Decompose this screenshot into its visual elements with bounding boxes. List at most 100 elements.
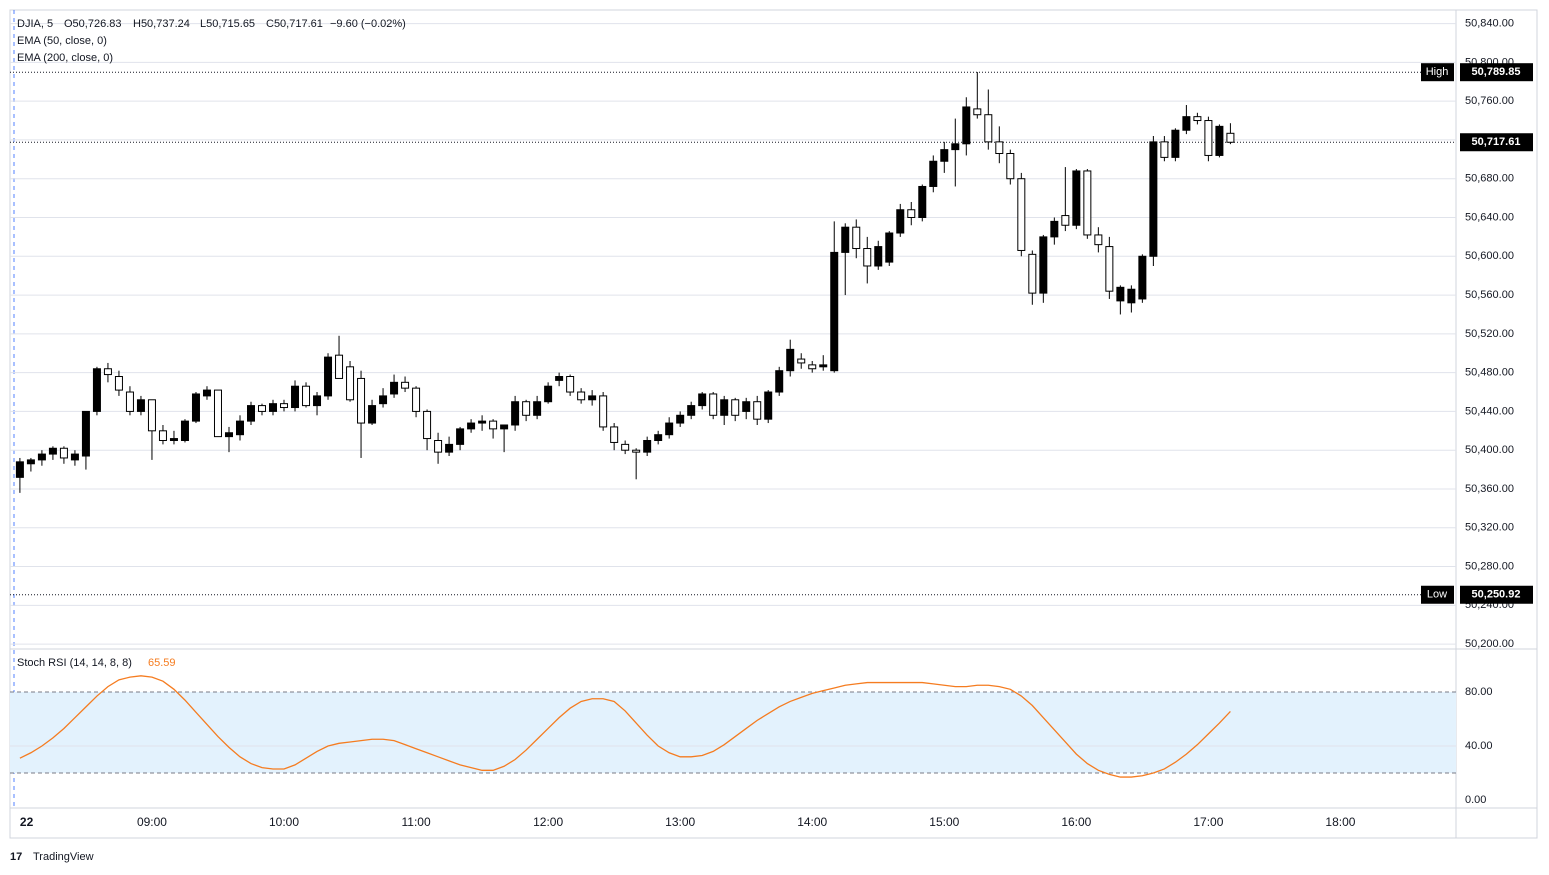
- candle-body: [478, 420, 487, 424]
- candle-body: [709, 393, 718, 416]
- candle-body: [1171, 129, 1180, 158]
- candle-body: [269, 403, 278, 412]
- y-tick-label: 50,520.00: [1465, 328, 1514, 340]
- candle-body: [533, 401, 542, 416]
- last-price-label: 50,717.61: [1472, 136, 1521, 148]
- candle-body: [863, 248, 872, 267]
- y-tick-label: 50,600.00: [1465, 250, 1514, 262]
- candle-body: [114, 376, 123, 391]
- x-tick-label: 16:00: [1061, 815, 1091, 829]
- extreme-value: 50,789.85: [1472, 66, 1521, 78]
- candle-body: [26, 459, 35, 465]
- x-tick-label: 14:00: [797, 815, 827, 829]
- candle-body: [48, 447, 57, 455]
- candle-body: [324, 356, 333, 397]
- quote-change: −9.60 (−0.02%): [330, 18, 406, 30]
- stoch-rsi-line: [19, 675, 1231, 778]
- candle-body: [313, 395, 322, 407]
- extreme-value-badge: [1460, 63, 1533, 82]
- frame: [9, 9, 1538, 839]
- candle-body: [235, 420, 244, 436]
- candle-body: [1039, 236, 1048, 294]
- candle-body: [1061, 215, 1070, 226]
- x-tick-label: 12:00: [533, 815, 563, 829]
- candle-body: [103, 368, 112, 376]
- y-tick-label: 50,840.00: [1465, 17, 1514, 29]
- candle-body: [742, 401, 751, 412]
- brand-logo: 17: [10, 851, 22, 863]
- candle-body: [434, 440, 443, 453]
- candle-body: [962, 106, 971, 145]
- y-tick-label: 50,760.00: [1465, 95, 1514, 107]
- candle-body: [1105, 246, 1114, 292]
- candle-body: [202, 389, 211, 397]
- candle-body: [1116, 286, 1125, 302]
- candle-body: [621, 443, 630, 451]
- candle-body: [1094, 234, 1103, 246]
- extreme-name: Low: [1427, 589, 1447, 601]
- extreme-name-badge: [1421, 63, 1454, 82]
- candle-body: [136, 399, 145, 412]
- candle-body: [929, 160, 938, 187]
- brand: TradingView: [33, 851, 94, 863]
- y-tick-label: 40.00: [1465, 740, 1493, 752]
- candle-body: [951, 143, 960, 151]
- candle-body: [720, 399, 729, 416]
- indicator-ema200: EMA (200, close, 0): [17, 52, 113, 64]
- y-tick-label: 50,320.00: [1465, 522, 1514, 534]
- candle-body: [819, 364, 828, 368]
- y-tick-label: 50,680.00: [1465, 173, 1514, 185]
- candle-body: [1138, 255, 1147, 300]
- candle-body: [346, 366, 355, 401]
- candle-body: [907, 209, 916, 218]
- quote-close: C50,717.61: [266, 18, 323, 30]
- y-tick-label: 50,800.00: [1465, 56, 1514, 68]
- quote-high: H50,737.24: [133, 18, 190, 30]
- candle-body: [775, 370, 784, 393]
- stoch-last: 65.59: [148, 657, 176, 669]
- candle-body: [599, 395, 608, 428]
- candle-body: [37, 453, 46, 461]
- candle-body: [335, 354, 344, 379]
- candle-body: [368, 405, 377, 424]
- x-tick-label: 11:00: [401, 815, 430, 829]
- candle-body: [632, 449, 641, 453]
- extreme-value-badge: [1460, 585, 1533, 604]
- y-tick-label: 50,360.00: [1465, 483, 1514, 495]
- x-tick-label: 10:00: [269, 815, 299, 829]
- candle-body: [753, 401, 762, 420]
- candle-body: [896, 209, 905, 234]
- candle-body: [92, 368, 101, 412]
- extreme-name: High: [1426, 66, 1449, 78]
- candle-body: [995, 141, 1004, 155]
- candle-body: [522, 401, 531, 416]
- candle-body: [180, 420, 189, 442]
- y-tick-label: 50,480.00: [1465, 367, 1514, 379]
- candle-body: [918, 185, 927, 218]
- candle-body: [1182, 116, 1191, 131]
- candle-body: [1127, 288, 1136, 304]
- y-tick-label: 50,640.00: [1465, 211, 1514, 223]
- candle-body: [258, 405, 267, 412]
- candle-body: [577, 391, 586, 401]
- candle-body: [687, 405, 696, 416]
- candle-body: [291, 385, 300, 409]
- candle-body: [1006, 153, 1015, 180]
- extreme-name-badge: [1421, 585, 1454, 604]
- x-tick-label: 15:00: [929, 815, 959, 829]
- candle-body: [852, 226, 861, 250]
- x-tick-label: 13:00: [665, 815, 695, 829]
- candle-body: [698, 393, 707, 407]
- candle-body: [731, 399, 740, 416]
- candle-body: [81, 410, 90, 457]
- candle-body: [1149, 141, 1158, 257]
- candle-body: [500, 424, 509, 430]
- candle-body: [125, 391, 134, 412]
- candle-body: [830, 251, 839, 372]
- candle-body: [1193, 116, 1202, 122]
- candle-body: [555, 376, 564, 381]
- candle-body: [423, 410, 432, 440]
- y-tick-label: 50,400.00: [1465, 444, 1514, 456]
- quote-low: L50,715.65: [200, 18, 255, 30]
